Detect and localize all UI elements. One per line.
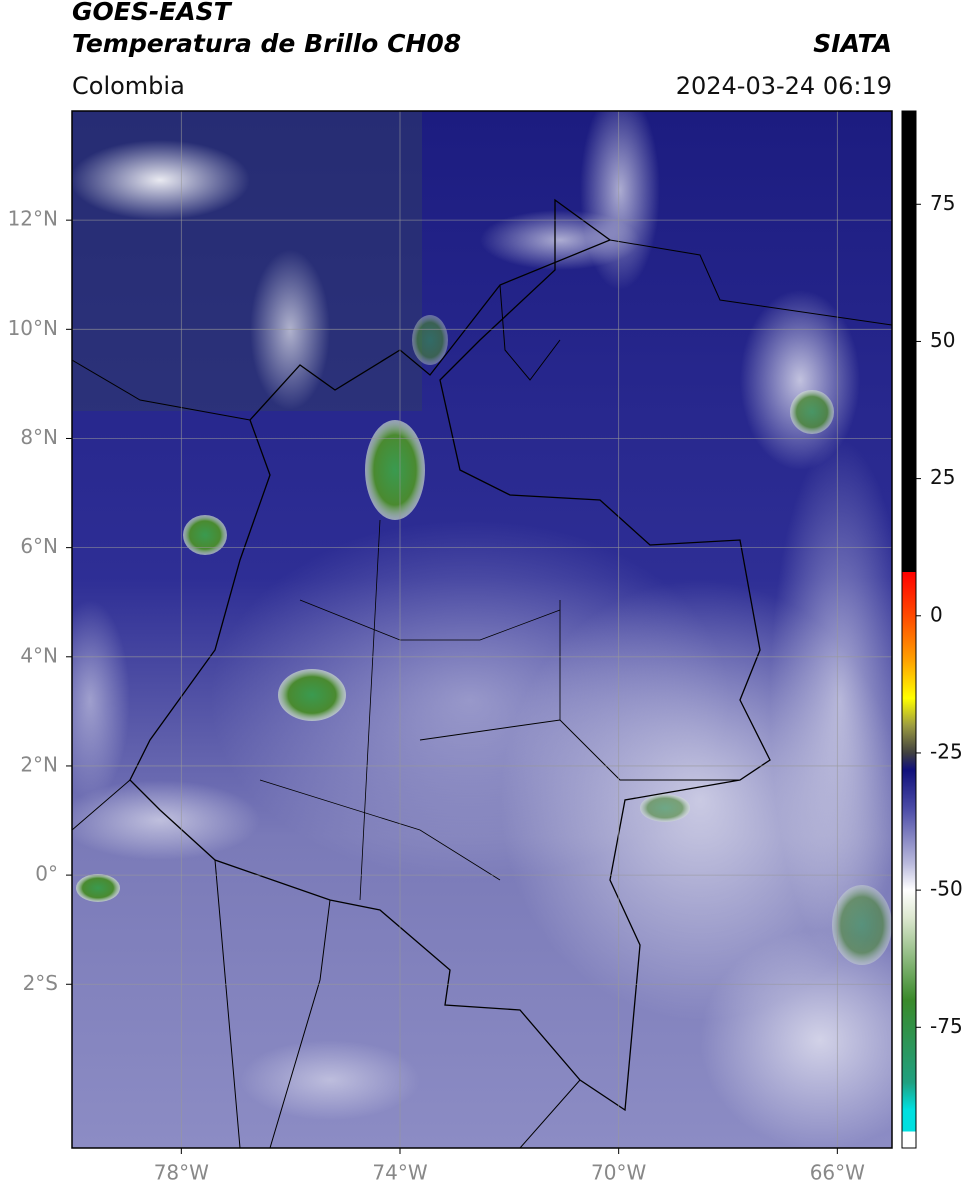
colorbar-tick-label: 50 [930, 328, 955, 352]
region: Colombia [72, 72, 185, 100]
title: GOES-EAST [72, 0, 233, 26]
x-tick-label: 74°W [372, 1161, 427, 1185]
y-tick-label: 6°N [20, 534, 58, 558]
map-frame [71, 110, 893, 1149]
source: SIATA [813, 29, 892, 58]
y-tick-label: 10°N [8, 316, 58, 340]
satellite-image [72, 111, 892, 1148]
y-tick-label: 12°N [8, 207, 58, 231]
x-tick-label: 70°W [591, 1161, 646, 1185]
colorbar-tick-label: -75 [930, 1014, 963, 1038]
colorbar-tick-label: 25 [930, 465, 955, 489]
x-tick-label: 66°W [810, 1161, 865, 1185]
colorbar-tick-label: 0 [930, 602, 943, 626]
colorbar-tick-label: -50 [930, 877, 963, 901]
colorbar-tick-label: 75 [930, 191, 955, 215]
y-tick-label: 0° [35, 862, 58, 886]
x-tick-label: 78°W [154, 1161, 209, 1185]
y-tick-label: 4°N [20, 643, 58, 667]
y-tick-label: 2°S [23, 971, 58, 995]
colorbar-tick-label: -25 [930, 739, 963, 763]
y-tick-label: 2°N [20, 752, 58, 776]
colorbar [901, 110, 917, 1149]
y-tick-label: 8°N [20, 425, 58, 449]
datetime: 2024-03-24 06:19 [676, 72, 892, 100]
subtitle: Temperatura de Brillo CH08 [72, 29, 461, 58]
